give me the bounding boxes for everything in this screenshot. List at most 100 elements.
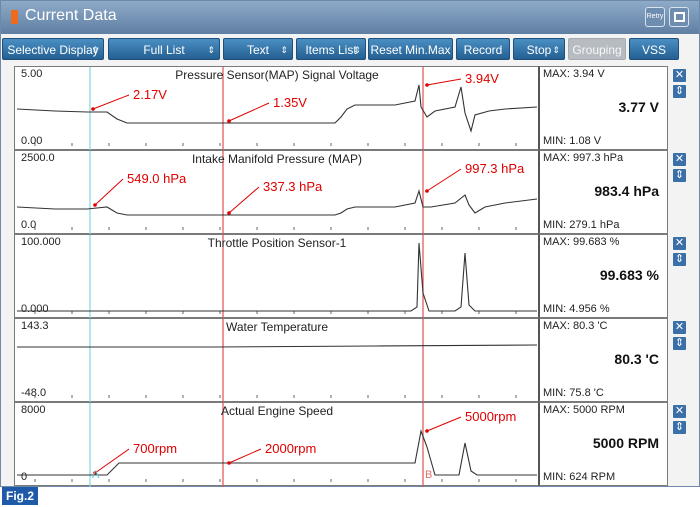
y-min-label: 0.0 — [21, 219, 37, 231]
value-annotation: 2000rpm — [265, 441, 317, 456]
close-icon[interactable]: ✕ — [673, 153, 686, 166]
toolbar-button-label: Items List — [305, 43, 357, 57]
graph-plot[interactable]: Intake Manifold Pressure (MAP) 2500.0 0.0 5… — [14, 150, 538, 235]
toolbar: Selective Display ⇕ Full List ⇕ Text ⇕ Items L… — [1, 34, 699, 64]
toolbar-button-label: Text — [246, 43, 269, 57]
graph-panel: Intake Manifold Pressure (MAP) 2500.0 0.0 5… — [14, 150, 697, 235]
annotation-arrow — [94, 178, 124, 206]
waveform-svg — [17, 235, 537, 319]
expand-icon[interactable]: ⇕ — [673, 337, 686, 350]
graph-title: Pressure Sensor(MAP) Signal Voltage — [175, 68, 379, 82]
value-annotation: 997.3 hPa — [465, 161, 525, 176]
toolbar-button-grouping[interactable]: Grouping — [568, 38, 626, 60]
max-value: MAX: 80.3 'C — [543, 320, 608, 332]
waveform-svg — [17, 319, 538, 403]
toolbar-button-stop[interactable]: Stop ⇕ — [513, 38, 565, 60]
y-min-label: 0 — [21, 471, 28, 483]
close-icon[interactable]: ✕ — [673, 69, 686, 82]
y-max-label: 2500.0 — [21, 152, 55, 164]
expand-icon[interactable]: ⇕ — [673, 253, 686, 266]
graph-plot[interactable]: Throttle Position Sensor-1 100.000 0.000 — [14, 234, 538, 319]
min-value: MIN: 75.8 'C — [543, 387, 604, 399]
waveform-line — [16, 84, 538, 133]
annotation-arrowhead — [425, 429, 429, 433]
graph-plot[interactable]: Pressure Sensor(MAP) Signal Voltage 5.00 0… — [14, 66, 538, 151]
graph-panel: Pressure Sensor(MAP) Signal Voltage 5.00 0… — [14, 66, 697, 151]
annotation-arrowhead — [93, 471, 97, 475]
current-value: 99.683 % — [599, 267, 659, 283]
dropdown-arrow-icon: ⇕ — [207, 45, 215, 55]
value-annotation: 2.17V — [133, 87, 167, 102]
annotation-arrow — [228, 102, 270, 122]
annotation-arrow — [426, 78, 462, 86]
toolbar-button-full-list[interactable]: Full List ⇕ — [108, 38, 220, 60]
min-value: MIN: 279.1 hPa — [543, 219, 620, 231]
close-icon[interactable]: ✕ — [673, 321, 686, 334]
cursor-a-label: A — [92, 469, 100, 481]
annotation-arrow — [92, 94, 130, 110]
retry-button[interactable]: Retry — [645, 7, 665, 27]
expand-icon[interactable]: ⇕ — [673, 85, 686, 98]
toolbar-button-text[interactable]: Text ⇕ — [223, 38, 293, 60]
toolbar-button-label: Grouping — [572, 43, 622, 57]
waveform-line — [17, 242, 537, 312]
toolbar-button-label: Reset Min.Max — [370, 43, 451, 57]
annotation-arrowhead — [425, 189, 429, 193]
annotation-arrow — [426, 416, 462, 432]
value-readout: MAX: 80.3 'C 80.3 'C MIN: 75.8 'C — [538, 318, 668, 402]
window-icon — [673, 12, 685, 22]
toolbar-button-vss[interactable]: VSS — [629, 38, 679, 60]
current-value: 983.4 hPa — [594, 183, 659, 199]
expand-icon[interactable]: ⇕ — [673, 421, 686, 434]
dropdown-arrow-icon: ⇕ — [91, 45, 99, 55]
graph-panel: Actual Engine Speed 8000 0 700rpm 2000rpm 500… — [14, 402, 697, 487]
waveform-svg — [16, 151, 538, 235]
annotation-arrowhead — [93, 203, 97, 207]
waveform-line — [17, 428, 537, 476]
toolbar-button-label: VSS — [641, 43, 666, 57]
annotation-arrow — [228, 186, 260, 214]
close-icon[interactable]: ✕ — [673, 237, 686, 250]
waveform-svg — [17, 403, 537, 487]
chart-area: Pressure Sensor(MAP) Signal Voltage 5.00 0… — [14, 66, 697, 487]
y-max-label: 100.000 — [21, 236, 61, 248]
value-annotation: 700rpm — [133, 441, 178, 456]
y-max-label: 143.3 — [21, 320, 49, 332]
value-readout: MAX: 3.94 V 3.77 V MIN: 1.08 V — [538, 66, 668, 150]
graph-title: Water Temperature — [225, 320, 329, 334]
toolbar-button-label: Record — [463, 43, 503, 57]
graph-plot[interactable]: Water Temperature 143.3 -48.0 — [14, 318, 538, 403]
y-max-label: 8000 — [21, 404, 46, 416]
min-value: MIN: 1.08 V — [543, 135, 602, 147]
window-toggle-button[interactable] — [669, 7, 689, 27]
toolbar-button-selective-display[interactable]: Selective Display ⇕ — [2, 38, 104, 60]
value-annotation: 549.0 hPa — [127, 171, 187, 186]
current-value: 5000 RPM — [592, 435, 659, 451]
dropdown-arrow-icon: ⇕ — [353, 45, 361, 55]
graph-panel: Throttle Position Sensor-1 100.000 0.000 MA… — [14, 234, 697, 319]
app-icon — [11, 10, 18, 24]
toolbar-button-record[interactable]: Record — [456, 38, 510, 60]
max-value: MAX: 3.94 V — [543, 68, 605, 80]
dropdown-arrow-icon: ⇕ — [280, 45, 288, 55]
close-icon[interactable]: ✕ — [673, 405, 686, 418]
graph-plot[interactable]: Actual Engine Speed 8000 0 700rpm 2000rpm 500… — [14, 402, 538, 487]
toolbar-button-items-list[interactable]: Items List ⇕ — [296, 38, 366, 60]
value-annotation: 5000rpm — [465, 409, 517, 424]
annotation-arrow — [94, 448, 130, 474]
toolbar-button-reset-min-max[interactable]: Reset Min.Max — [368, 38, 453, 60]
graph-panel: Water Temperature 143.3 -48.0 MAX: 80.3 'C 8… — [14, 318, 697, 403]
max-value: MAX: 997.3 hPa — [543, 152, 624, 164]
annotation-arrow — [426, 168, 462, 192]
current-value: 3.77 V — [618, 99, 659, 115]
toolbar-button-label: Selective Display — [7, 43, 99, 57]
max-value: MAX: 5000 RPM — [543, 404, 625, 416]
expand-icon[interactable]: ⇕ — [673, 169, 686, 182]
graph-title: Intake Manifold Pressure (MAP) — [191, 152, 363, 166]
y-max-label: 5.00 — [21, 68, 43, 80]
waveform-svg — [16, 67, 538, 151]
annotation-arrowhead — [425, 83, 429, 87]
cursor-b-label: B — [425, 469, 433, 481]
current-value: 80.3 'C — [614, 351, 659, 367]
annotation-arrowhead — [227, 211, 231, 215]
